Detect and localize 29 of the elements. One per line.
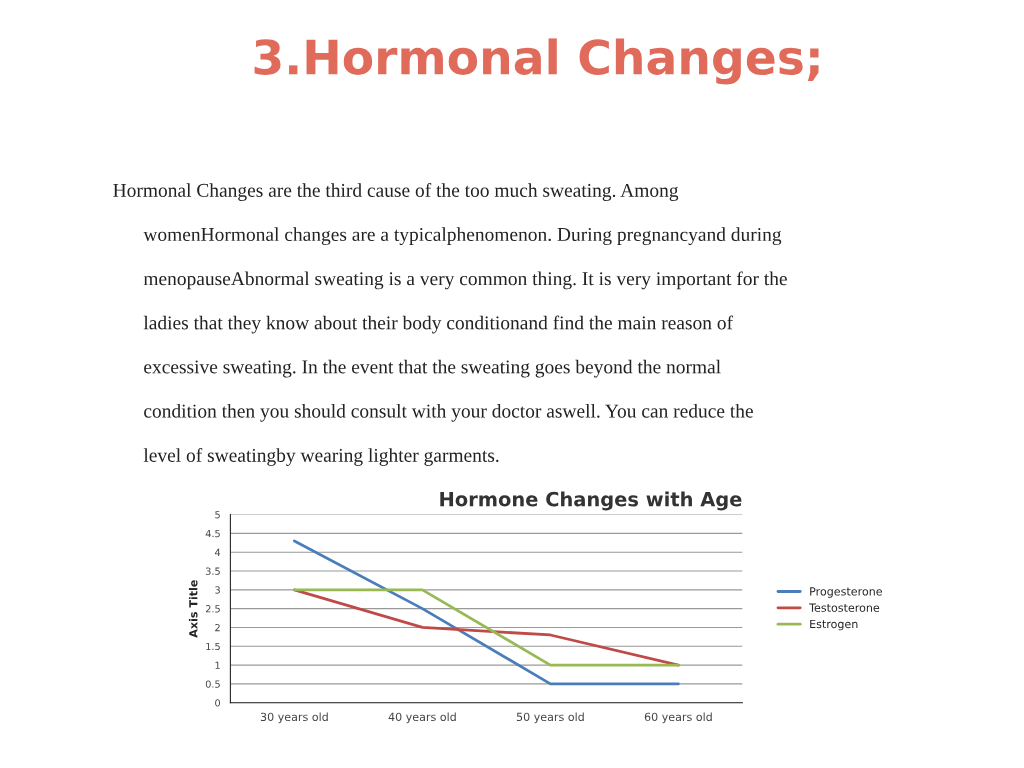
line-series (293, 588, 680, 667)
text: level of sweatingby wearing lighter garments. (143, 448, 499, 466)
text: Hormonal Changes are the third cause of the too much sweating. Among (113, 183, 679, 201)
y-tick-label: 0.5 (205, 680, 220, 688)
y-tick-label: 0 (215, 699, 221, 707)
y-tick-label: 5 (215, 511, 220, 519)
text: menopauseAbnormal sweating is a very common thing. It is very important for the (143, 271, 787, 290)
text: womenHormonal changes are a typicalphenomenon. During pregnancyand during (143, 227, 782, 245)
x-tick-label: 60 years old (644, 712, 712, 724)
y-tick-label: 3 (215, 586, 220, 594)
y-tick-label: 2.5 (205, 605, 220, 613)
legend-label: Estrogen (810, 619, 858, 631)
y-tick-label: 4 (214, 548, 221, 556)
x-tick-label: 40 years old (388, 712, 456, 724)
y-tick-label: 4.5 (205, 529, 220, 538)
text: ladies that they know about their body conditionand find the main reason of (143, 315, 734, 334)
text: 3.Hormonal Changes; (254, 38, 819, 85)
y-tick-label: 1 (215, 661, 220, 669)
y-axis-title: Axis Title (188, 580, 198, 638)
y-tick-label: 2 (215, 623, 220, 632)
x-tick-label: 50 years old (516, 712, 584, 724)
y-tick-label: 3.5 (205, 567, 220, 575)
text: excessive sweating. In the event that the sweating goes beyond the normal (144, 359, 721, 378)
text: condition then you should consult with your doctor aswell. You can reduce the (144, 403, 753, 422)
legend-label: Progesterone (810, 587, 883, 598)
chart-title: Hormone Changes with Age (440, 491, 742, 511)
x-tick-label: 30 years old (260, 712, 328, 724)
y-tick-label: 1.5 (206, 642, 220, 651)
legend-label: Testosterone (809, 603, 880, 612)
